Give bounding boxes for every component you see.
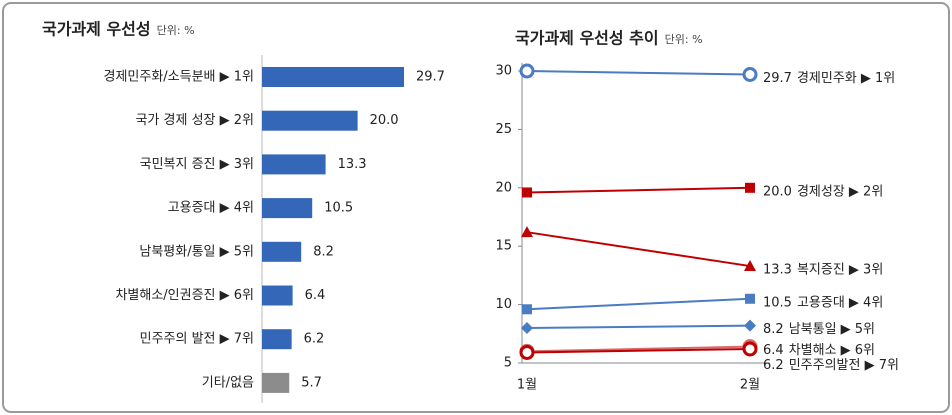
category-label: 기타/없음 (202, 375, 254, 390)
value-label: 8.2 (763, 322, 784, 337)
bar (262, 110, 358, 131)
marker (521, 321, 533, 334)
category-label: 민주주의 발전 ▶ 7위 (140, 332, 254, 347)
chart-title: 국가과제 우선성 (42, 20, 151, 39)
y-tick-label: 10 (495, 297, 512, 312)
category-label: 국민복지 증진 ▶ 3위 (140, 157, 254, 172)
bar (262, 154, 326, 175)
line (526, 324, 751, 329)
value-label: 20.0 (763, 184, 792, 199)
line (526, 297, 751, 311)
bar (262, 67, 404, 87)
value-label: 10.5 (324, 201, 353, 216)
value-label: 6.2 (763, 358, 784, 373)
series-label: 고용증대 ▶ 4위 (797, 295, 883, 310)
y-tick-label: 25 (495, 122, 512, 137)
category-label: 차별해소/인권증진 ▶ 6위 (115, 288, 254, 303)
unit-label: 단위: % (665, 33, 703, 46)
bar (262, 372, 290, 393)
category-label: 남북평화/통일 ▶ 5위 (139, 244, 254, 259)
y-tick-label: 15 (495, 239, 512, 254)
series-label: 차별해소 ▶ 6위 (789, 343, 875, 358)
y-tick-label: 20 (495, 180, 512, 195)
value-label: 13.3 (338, 157, 367, 172)
marker (742, 341, 758, 357)
category-label: 고용증대 ▶ 4위 (168, 201, 254, 216)
x-tick-label: 1월 (517, 378, 537, 393)
series-label: 남북통일 ▶ 5위 (789, 322, 875, 337)
bar (262, 241, 302, 262)
value-label: 20.0 (370, 113, 399, 128)
bar (262, 285, 293, 306)
line (526, 186, 751, 194)
category-label: 경제민주화/소득분배 ▶ 1위 (103, 70, 254, 85)
line (526, 347, 751, 354)
bar (262, 329, 292, 350)
series-label: 경제민주화 ▶ 1위 (797, 71, 895, 86)
series-label: 경제성장 ▶ 2위 (797, 184, 883, 199)
chart-title: 국가과제 우선성 추이 (515, 29, 659, 48)
line (526, 345, 751, 353)
value-label: 6.4 (763, 343, 784, 358)
series-label: 복지증진 ▶ 3위 (797, 263, 883, 278)
marker (744, 319, 756, 332)
line (526, 70, 751, 76)
series-label: 민주주의발전 ▶ 7위 (789, 358, 899, 373)
marker (744, 260, 756, 272)
unit-label: 단위: % (157, 24, 195, 37)
value-label: 29.7 (763, 71, 792, 86)
marker (742, 67, 758, 83)
value-label: 6.4 (305, 288, 326, 303)
value-label: 8.2 (313, 244, 334, 259)
marker (519, 344, 535, 360)
marker (745, 182, 755, 193)
bar (262, 198, 313, 219)
value-label: 6.2 (304, 332, 325, 347)
marker (522, 304, 532, 315)
y-tick-label: 30 (495, 64, 512, 79)
marker (521, 226, 533, 238)
marker (522, 187, 532, 198)
line (526, 231, 751, 268)
value-label: 13.3 (763, 263, 792, 278)
x-tick-label: 2월 (740, 378, 760, 393)
marker (519, 63, 535, 79)
category-label: 국가 경제 성장 ▶ 2위 (135, 113, 254, 128)
value-label: 29.7 (416, 70, 445, 85)
value-label: 10.5 (763, 295, 792, 310)
value-label: 5.7 (301, 375, 322, 390)
marker (745, 293, 755, 304)
y-tick-label: 5 (504, 356, 512, 371)
